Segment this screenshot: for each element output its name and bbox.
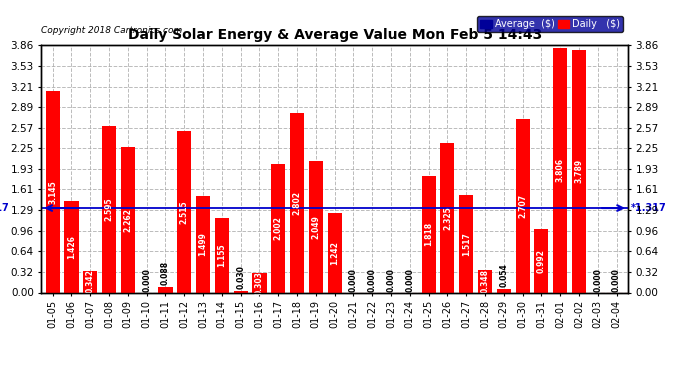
- Text: 1.818: 1.818: [424, 222, 433, 246]
- Bar: [553, 48, 567, 292]
- Text: 1.499: 1.499: [199, 232, 208, 256]
- Title: Daily Solar Energy & Average Value Mon Feb 5 14:43: Daily Solar Energy & Average Value Mon F…: [128, 28, 542, 42]
- Bar: [83, 271, 97, 292]
- Bar: [309, 161, 323, 292]
- Text: *1.317: *1.317: [631, 203, 667, 213]
- Bar: [328, 213, 342, 292]
- Bar: [196, 196, 210, 292]
- Bar: [159, 287, 172, 292]
- Text: 0.000: 0.000: [593, 268, 602, 292]
- Text: 1.155: 1.155: [217, 244, 226, 267]
- Text: 0.054: 0.054: [500, 263, 509, 287]
- Text: *1.317: *1.317: [0, 203, 9, 213]
- Text: Copyright 2018 Cartronics.com: Copyright 2018 Cartronics.com: [41, 26, 183, 35]
- Text: 2.707: 2.707: [518, 194, 527, 218]
- Text: 3.806: 3.806: [555, 159, 564, 183]
- Bar: [422, 176, 435, 292]
- Bar: [459, 195, 473, 292]
- Text: 0.088: 0.088: [161, 261, 170, 285]
- Text: 0.030: 0.030: [236, 265, 245, 289]
- Bar: [478, 270, 492, 292]
- Bar: [102, 126, 116, 292]
- Text: 1.517: 1.517: [462, 232, 471, 256]
- Text: 2.595: 2.595: [105, 198, 114, 221]
- Text: 0.348: 0.348: [480, 269, 489, 293]
- Text: 2.515: 2.515: [180, 200, 189, 223]
- Text: 0.000: 0.000: [612, 268, 621, 292]
- Bar: [440, 143, 455, 292]
- Text: 2.325: 2.325: [443, 206, 452, 230]
- Text: 0.992: 0.992: [537, 249, 546, 273]
- Text: 2.002: 2.002: [274, 216, 283, 240]
- Text: 2.262: 2.262: [124, 208, 132, 232]
- Bar: [271, 164, 285, 292]
- Text: 0.342: 0.342: [86, 270, 95, 294]
- Legend: Average  ($), Daily   ($): Average ($), Daily ($): [477, 16, 623, 32]
- Bar: [497, 289, 511, 292]
- Bar: [177, 131, 191, 292]
- Text: 2.049: 2.049: [311, 215, 320, 239]
- Text: 0.303: 0.303: [255, 271, 264, 295]
- Bar: [215, 219, 229, 292]
- Text: 2.802: 2.802: [293, 190, 302, 214]
- Bar: [515, 119, 530, 292]
- Bar: [290, 113, 304, 292]
- Bar: [534, 229, 549, 292]
- Text: 0.000: 0.000: [386, 268, 395, 292]
- Bar: [121, 147, 135, 292]
- Text: 0.000: 0.000: [349, 268, 358, 292]
- Text: 0.000: 0.000: [405, 268, 414, 292]
- Text: 0.000: 0.000: [368, 268, 377, 292]
- Bar: [253, 273, 266, 292]
- Bar: [46, 91, 60, 292]
- Bar: [64, 201, 79, 292]
- Text: 1.426: 1.426: [67, 235, 76, 259]
- Text: 3.145: 3.145: [48, 180, 57, 204]
- Bar: [234, 291, 248, 292]
- Bar: [572, 50, 586, 292]
- Text: 1.242: 1.242: [330, 241, 339, 265]
- Text: 3.789: 3.789: [575, 159, 584, 183]
- Text: 0.000: 0.000: [142, 268, 151, 292]
